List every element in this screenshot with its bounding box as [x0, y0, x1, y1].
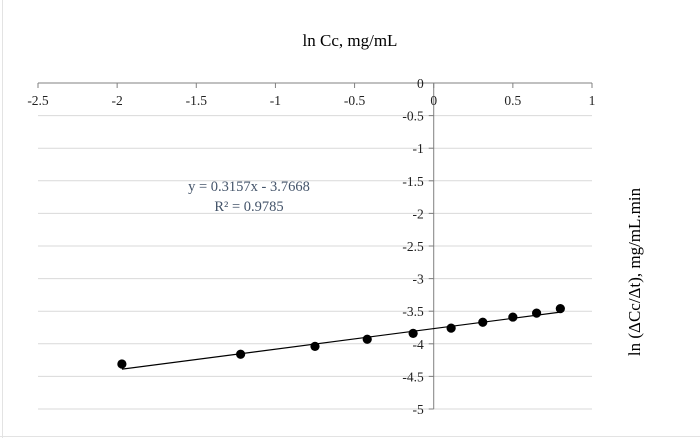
data-point [408, 328, 418, 338]
data-point [446, 323, 456, 333]
y-tick-label: -2 [412, 206, 423, 221]
gridlines [38, 115, 592, 410]
y-tick-label: -2.5 [402, 239, 424, 254]
x-tick-label: -1.5 [186, 93, 208, 108]
data-point [310, 341, 320, 352]
data-point [117, 359, 127, 369]
x-tick-label: -0.5 [344, 93, 366, 108]
trendline [121, 311, 561, 370]
data-point [362, 334, 372, 344]
y-tick-label: -1.5 [402, 174, 424, 189]
y-tick-label: -4.5 [402, 369, 424, 384]
chart-border-bottom [0, 436, 700, 437]
x-tick-label: 0.5 [504, 93, 521, 108]
data-point [478, 317, 488, 327]
y-tick-label: -3 [412, 272, 423, 287]
axes: -2.5 -2 -1.5 -1 -0.5 0 0.5 1 0 -0.5 -1 -1.5 -2 -2.5 -3… [27, 76, 595, 417]
x-tick-label: -2.5 [27, 93, 49, 108]
trendline-r-squared: R² = 0.9785 [214, 199, 283, 215]
x-tick-label: 1 [589, 93, 596, 108]
chart-title: ln Cc, mg/mL [303, 31, 398, 50]
data-points [117, 303, 565, 369]
y-tick-label: -4 [412, 337, 423, 352]
y-tick-label: -3.5 [402, 304, 424, 319]
data-point [555, 303, 565, 314]
trendline-equation: y = 0.3157x - 3.7668 [188, 179, 310, 195]
x-tick-label: -2 [112, 93, 123, 108]
trendline-group [121, 311, 561, 370]
y-tick-label: -5 [412, 402, 423, 417]
x-tick-label: -1 [270, 93, 281, 108]
x-tick-label: 0 [430, 93, 437, 108]
chart-text: ln Cc, mg/mL ln (ΔCc/Δt), mg/mL.min y = … [188, 31, 644, 356]
y-tick-label: -1 [412, 141, 423, 156]
y-axis-label: ln (ΔCc/Δt), mg/mL.min [625, 187, 644, 356]
data-point [236, 349, 246, 359]
y-tick-label: -0.5 [402, 109, 424, 124]
data-point [532, 308, 542, 318]
chart-border-left [2, 0, 3, 438]
y-tick-label: 0 [417, 76, 424, 91]
data-point [508, 312, 518, 322]
